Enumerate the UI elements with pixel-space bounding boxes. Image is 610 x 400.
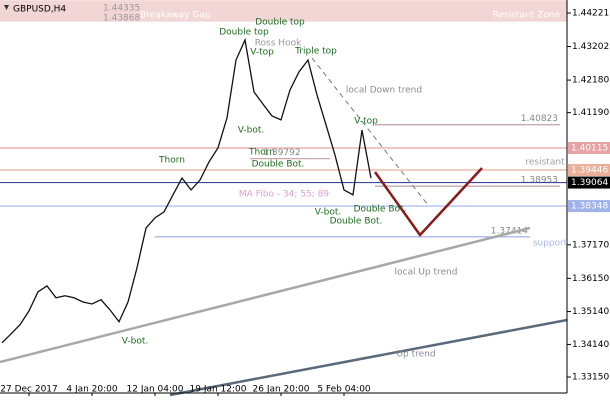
level-label: 1.40823	[521, 114, 558, 124]
x-tick-label: 4 Jan 20:00	[66, 385, 118, 395]
price-box-label: 1.39446	[571, 165, 608, 175]
y-tick-label: 1.35140	[572, 307, 609, 317]
down-trend-line	[311, 57, 429, 206]
level-label: 1.37414	[491, 226, 528, 236]
annotation: Double top	[255, 18, 305, 28]
annotation: Thorn	[248, 148, 275, 158]
annotation: Double Bot.	[252, 160, 305, 170]
y-tick-label: 1.41190	[572, 108, 609, 118]
price-box-label: 1.38348	[571, 202, 608, 212]
annotation: Thorn	[158, 156, 185, 166]
price-box	[568, 141, 610, 154]
local-up-trend-line	[0, 226, 531, 364]
zone-bound-label: 1.43868	[103, 14, 140, 24]
x-tick-label: 19 Jan 12:00	[190, 385, 247, 395]
annotation: Ross Hook	[255, 39, 302, 49]
annotation: V-bot.	[122, 337, 149, 347]
zone-label: Breakaway Gap	[140, 11, 211, 21]
annotation: Up trend	[396, 350, 435, 360]
annotation: V-bot.	[315, 208, 342, 218]
price-box-label: 1.40115	[571, 143, 608, 153]
annotation: local Up trend	[395, 268, 458, 278]
level-label: 1.38953	[521, 176, 558, 186]
price-box	[568, 176, 610, 189]
annotation: Double top	[219, 28, 269, 38]
chart-title: GBPUSD,H4	[13, 5, 66, 15]
annotation: Triple top	[294, 47, 337, 57]
y-tick-label: 1.33150	[572, 372, 609, 382]
y-tick-label: 1.36150	[572, 274, 609, 284]
price-series	[1, 37, 372, 344]
x-tick-label: 12 Jan 04:00	[127, 385, 184, 395]
annotation: Double Bot.	[354, 205, 407, 215]
zone-side-label: Resistant Zone	[493, 11, 561, 21]
zone-bound-label: 1.44335	[103, 4, 140, 14]
annotation: resistant	[525, 158, 565, 168]
y-tick-label: 1.37170	[572, 240, 609, 250]
y-tick-label: 1.34140	[572, 340, 609, 350]
up-trend-line	[169, 318, 568, 397]
resistant-zone	[0, 0, 567, 22]
price-box	[568, 163, 610, 176]
zone-layer: Breakaway Gap Resistant Zone 1.443351.4386…	[0, 0, 567, 238]
y-tick-label: 1.43202	[572, 42, 609, 52]
x-tick-label: 5 Feb 04:00	[317, 385, 371, 395]
annotation: V-bot.	[238, 126, 265, 136]
x-tick-label: 27 Dec 2017	[0, 385, 58, 395]
annotation: V-top	[250, 48, 274, 58]
symbol-icon	[4, 5, 9, 10]
x-tick-label: 26 Jan 20:00	[253, 385, 310, 395]
price-box-label: 1.39064	[571, 178, 608, 188]
level-label: 1.39792	[263, 148, 300, 158]
y-tick-label: 1.44221	[572, 8, 609, 18]
annotation: MA Fibo - 34; 55; 89	[239, 190, 329, 200]
price-box	[568, 200, 610, 213]
annotation: Double Bot.	[330, 217, 383, 227]
annotation: V-top	[354, 117, 378, 127]
y-tick-label: 1.42180	[572, 76, 609, 86]
annotation: local Down trend	[346, 86, 422, 96]
forecast-zigzag	[373, 167, 483, 237]
annotation: support	[533, 239, 568, 249]
